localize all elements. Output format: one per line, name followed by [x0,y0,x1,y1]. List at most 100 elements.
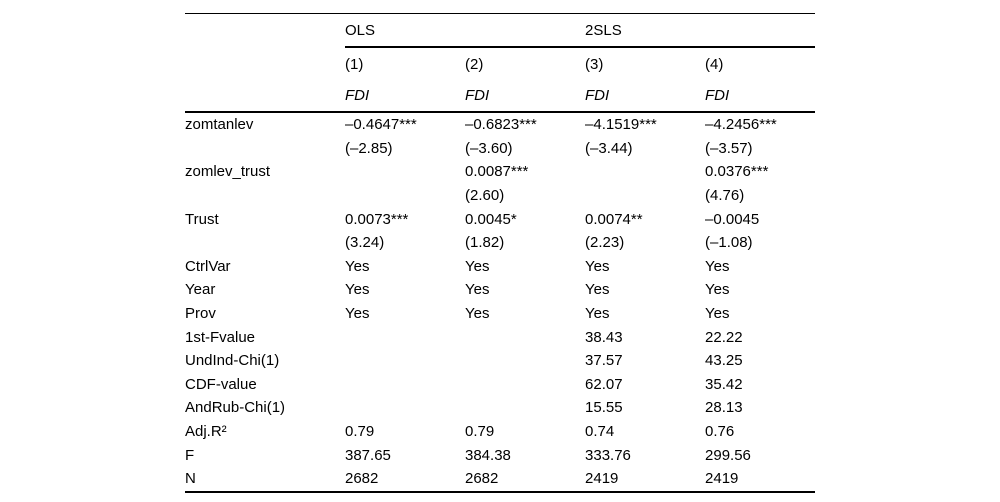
stub-header [185,13,345,47]
cell [345,349,465,373]
dep-var-label: FDI [585,80,706,113]
cell: (1.82) [465,234,505,252]
table-row: N 2682 2682 2419 2419 [185,466,816,493]
regression-results-table: OLS 2SLS (1) (2) (3) (4) FDI FDI FDI FDI… [185,13,816,493]
model-number: (2) [465,55,484,73]
cell: 2419 [705,466,816,493]
cell: Yes [345,305,370,323]
cell [585,184,705,208]
cell: (–3.60) [465,139,513,157]
cell: Yes [585,281,610,299]
cell: 0.79 [465,423,495,441]
cell: (4.76) [705,187,745,205]
table-row: Year Yes Yes Yes Yes [185,278,815,302]
table-row: (–2.85) (–3.60) (–3.44) (–3.57) [185,137,815,161]
cell: 0.0074** [585,210,643,228]
model-number: (4) [705,55,724,73]
cell: Yes [465,305,490,323]
cell: Yes [705,257,730,275]
cell: 22.22 [705,328,743,346]
cell: (–3.57) [705,139,753,157]
cell: (3.24) [345,234,385,252]
dependent-variable-row: FDI FDI FDI FDI [185,80,816,113]
cell: –4.1519*** [585,116,657,134]
table-row: zomlev_trust 0.0087*** 0.0376*** [185,160,815,184]
cell [345,373,465,397]
cell: 387.65 [345,446,391,464]
row-label [185,231,345,255]
row-label: CtrlVar [185,257,231,275]
row-label: Trust [185,210,219,228]
cell: (2.60) [465,187,505,205]
cell: –0.6823*** [465,116,537,134]
table-row: CDF-value 62.07 35.42 [185,373,815,397]
group-header-ols: OLS [345,13,586,48]
table-row: (3.24) (1.82) (2.23) (–1.08) [185,231,815,255]
row-label: CDF-value [185,375,257,393]
table-row: AndRub-Chi(1) 15.55 28.13 [185,396,815,420]
cell: –0.4647*** [345,116,417,134]
table-row: (2.60) (4.76) [185,184,815,208]
cell: Yes [345,257,370,275]
cell: 0.0087*** [465,163,529,181]
table-row: 1st-Fvalue 38.43 22.22 [185,325,815,349]
cell: Yes [705,305,730,323]
cell: –0.0045 [705,210,760,228]
cell: –4.2456*** [705,116,777,134]
row-label: F [185,446,195,464]
table-row: UndInd-Chi(1) 37.57 43.25 [185,349,815,373]
row-label [185,137,345,161]
cell: (–2.85) [345,139,393,157]
stub-header [185,47,345,80]
cell: 43.25 [705,352,743,370]
row-label: zomlev_trust [185,163,271,181]
cell: 2419 [585,466,706,493]
table-row: Adj.R² 0.79 0.79 0.74 0.76 [185,420,815,444]
cell [585,160,705,184]
cell: Yes [465,257,490,275]
row-label: Adj.R² [185,423,227,441]
cell: 0.79 [345,423,375,441]
model-number-row: (1) (2) (3) (4) [185,47,815,80]
stub-header [185,80,345,113]
model-number: (3) [585,55,604,73]
dep-var-label: FDI [705,80,816,113]
cell: Yes [465,281,490,299]
cell: 0.0376*** [705,163,769,181]
cell: Yes [585,305,610,323]
row-label: N [185,466,345,493]
cell: 15.55 [585,399,623,417]
cell: 0.74 [585,423,615,441]
cell [345,184,465,208]
cell: 0.0045* [465,210,517,228]
row-label: Year [185,281,216,299]
cell [465,349,585,373]
dep-var-label: FDI [465,80,586,113]
cell [465,396,585,420]
cell: (–1.08) [705,234,753,252]
cell [465,373,585,397]
cell: 2682 [465,466,586,493]
cell: 28.13 [705,399,743,417]
model-number: (1) [345,55,364,73]
cell: Yes [345,281,370,299]
dep-var-label: FDI [345,80,465,113]
cell: 35.42 [705,375,743,393]
cell [465,325,585,349]
row-label: UndInd-Chi(1) [185,352,280,370]
cell: 2682 [345,466,465,493]
group-header-row: OLS 2SLS [185,13,816,48]
cell: 0.0073*** [345,210,409,228]
cell: (–3.44) [585,139,633,157]
cell: 384.38 [465,446,511,464]
group-header-2sls: 2SLS [585,13,816,48]
table-row: zomtanlev –0.4647*** –0.6823*** –4.1519*… [185,112,815,137]
row-label: AndRub-Chi(1) [185,399,286,417]
cell: (2.23) [585,234,625,252]
cell [345,160,465,184]
table-row: Prov Yes Yes Yes Yes [185,302,815,326]
row-label: 1st-Fvalue [185,328,256,346]
cell: 299.56 [705,446,751,464]
regression-table: OLS 2SLS (1) (2) (3) (4) FDI FDI FDI FDI… [185,13,816,493]
cell [345,325,465,349]
